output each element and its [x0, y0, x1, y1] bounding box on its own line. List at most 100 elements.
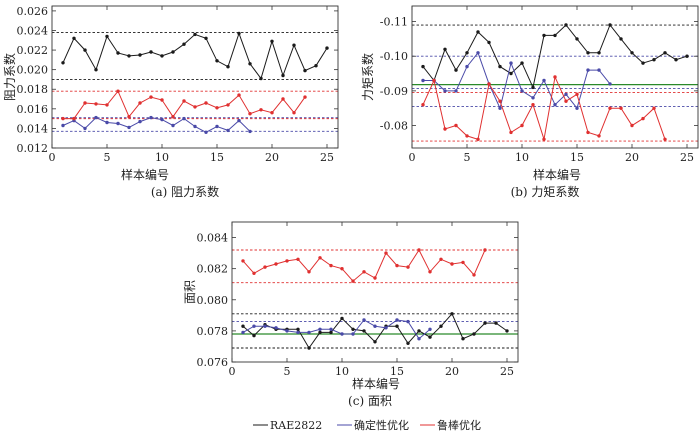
drag-data-point-rae2822: [182, 42, 186, 46]
moment-data-point-robust: [432, 78, 436, 83]
drag-data-point-deterministic: [116, 121, 120, 126]
moment-x-tick-label: 5: [464, 151, 471, 164]
area-data-point-rae2822: [472, 332, 476, 336]
drag-series-line-robust: [63, 90, 306, 120]
drag-data-point-deterministic: [193, 124, 197, 129]
area-data-point-robust: [384, 251, 388, 255]
moment-data-point-rae2822: [443, 47, 447, 51]
area-data-point-robust: [351, 279, 355, 283]
area-data-point-robust: [296, 257, 300, 261]
drag-data-point-deterministic: [83, 126, 87, 131]
moment-data-point-robust: [586, 130, 590, 135]
moment-data-point-deterministic: [520, 89, 524, 93]
moment-data-point-robust: [663, 137, 667, 141]
drag-data-point-robust: [248, 112, 252, 116]
drag-data-point-robust: [72, 116, 76, 121]
drag-data-point-rae2822: [248, 62, 252, 66]
drag-data-point-rae2822: [193, 32, 197, 37]
area-data-point-robust: [373, 276, 377, 280]
area-axes-frame: [231, 221, 519, 363]
drag-data-point-deterministic: [105, 120, 109, 125]
drag-data-point-robust: [259, 108, 263, 112]
moment-data-point-deterministic: [586, 68, 590, 72]
area-data-point-rae2822: [296, 327, 300, 331]
area-data-point-robust: [241, 259, 245, 263]
moment-data-point-rae2822: [630, 51, 634, 55]
area-y-tick-label: 0.078: [197, 325, 229, 338]
drag-data-point-rae2822: [171, 50, 175, 54]
moment-data-point-rae2822: [498, 64, 502, 69]
drag-data-point-deterministic: [204, 130, 208, 134]
area-data-point-robust: [483, 248, 487, 252]
drag-y-tick-label: 0.018: [17, 83, 49, 96]
area-y-tick-label: 0.080: [197, 294, 229, 307]
area-data-point-robust: [285, 259, 289, 263]
drag-data-point-rae2822: [237, 31, 241, 36]
drag-data-point-rae2822: [116, 51, 120, 55]
area-data-point-robust: [417, 248, 421, 252]
area-data-point-robust: [274, 262, 278, 266]
area-data-point-rae2822: [252, 333, 256, 338]
drag-data-point-rae2822: [61, 61, 65, 65]
drag-data-point-rae2822: [94, 68, 98, 72]
moment-data-point-rae2822: [575, 37, 579, 41]
area-data-point-rae2822: [395, 324, 399, 328]
drag-data-point-rae2822: [160, 54, 164, 58]
drag-data-point-deterministic: [215, 124, 219, 129]
area-data-point-rae2822: [450, 312, 454, 316]
area-x-tick-label: 0: [229, 365, 236, 378]
panel-drag-coefficient: (a) 阻力系数 0 5 10 15 20 25 0.012 0.014 0.016 0.018 0…: [2, 5, 339, 199]
moment-data-point-rae2822: [663, 51, 667, 55]
area-data-point-deterministic: [274, 326, 278, 330]
area-data-point-robust: [461, 260, 465, 265]
drag-data-point-rae2822: [226, 65, 230, 69]
area-data-point-rae2822: [417, 329, 421, 333]
legend: RAE2822 确定性优化 鲁棒优化: [253, 418, 481, 432]
moment-data-point-rae2822: [487, 40, 491, 45]
drag-data-point-robust: [193, 105, 197, 109]
moment-data-point-robust: [652, 106, 656, 110]
area-data-point-deterministic: [318, 327, 322, 331]
moment-data-point-deterministic: [575, 106, 579, 110]
area-data-point-robust: [307, 270, 311, 274]
drag-x-tick-label: 0: [49, 151, 56, 164]
drag-data-point-robust: [105, 103, 109, 107]
caption-a: (a) 阻力系数: [151, 184, 219, 199]
moment-data-point-robust: [421, 103, 425, 107]
drag-data-point-robust: [61, 116, 65, 121]
drag-data-point-deterministic: [226, 128, 230, 133]
area-x-tick-label: 25: [500, 365, 514, 378]
caption-c: (c) 面积: [348, 394, 392, 408]
drag-data-point-deterministic: [61, 123, 65, 128]
moment-data-point-robust: [454, 123, 458, 128]
drag-data-point-deterministic: [138, 119, 142, 124]
area-x-tick-label: 10: [335, 365, 349, 378]
area-plot-area: [232, 248, 518, 350]
area-data-point-deterministic: [373, 324, 377, 328]
moment-data-point-deterministic: [542, 78, 546, 83]
moment-data-point-rae2822: [421, 64, 425, 69]
legend-label-robust: 鲁棒优化: [437, 418, 481, 432]
moment-data-point-robust: [542, 137, 546, 141]
moment-data-point-deterministic: [553, 103, 557, 107]
area-data-point-rae2822: [494, 321, 498, 325]
drag-data-point-rae2822: [215, 59, 219, 63]
drag-y-tick-label: 0.016: [17, 103, 49, 116]
drag-data-point-rae2822: [314, 63, 318, 68]
panel-moment-coefficient: (b) 力矩系数 0 5 10 15 20 25 -0.11 -0.10 -0.09 -0.08 样…: [360, 5, 699, 199]
drag-y-tick-label: 0.026: [17, 5, 49, 18]
area-series-line-deterministic: [242, 319, 431, 340]
moment-data-point-robust: [597, 134, 601, 138]
area-y-tick-label: 0.084: [197, 232, 229, 245]
drag-data-point-robust: [83, 101, 87, 105]
moment-data-point-deterministic: [443, 89, 447, 93]
area-y-tick-label: 0.076: [197, 356, 229, 369]
drag-data-point-robust: [292, 111, 296, 115]
drag-x-tick-label: 10: [155, 151, 169, 164]
drag-axes-frame: [51, 5, 339, 149]
drag-data-point-robust: [116, 89, 120, 93]
moment-y-axis-label: 力矩系数: [360, 53, 375, 101]
moment-x-tick-label: 20: [625, 151, 639, 164]
moment-data-point-rae2822: [564, 23, 568, 27]
